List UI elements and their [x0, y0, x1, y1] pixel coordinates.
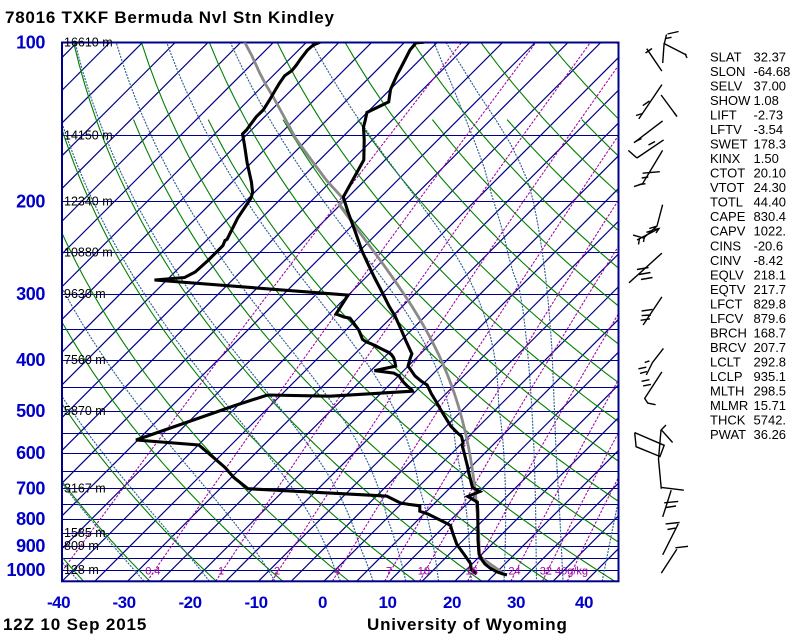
svg-text:298.5: 298.5	[754, 384, 787, 399]
svg-text:24.30: 24.30	[754, 180, 787, 195]
svg-text:16: 16	[465, 566, 477, 578]
svg-text:-8.42: -8.42	[754, 253, 784, 268]
svg-text:KINX: KINX	[710, 151, 741, 166]
svg-text:1022.: 1022.	[754, 224, 787, 239]
svg-text:0.4: 0.4	[145, 566, 160, 578]
svg-text:10880 m: 10880 m	[64, 245, 113, 259]
svg-text:5742.: 5742.	[754, 413, 787, 428]
svg-text:935.1: 935.1	[754, 369, 787, 384]
svg-text:CAPE: CAPE	[710, 209, 746, 224]
svg-text:1.08: 1.08	[754, 93, 779, 108]
svg-text:1000: 1000	[7, 560, 46, 580]
svg-text:78016 TXKF Bermuda Nvl Stn Kin: 78016 TXKF Bermuda Nvl Stn Kindley	[5, 8, 335, 27]
svg-text:100: 100	[16, 33, 45, 53]
svg-text:LFCV: LFCV	[710, 311, 744, 326]
svg-text:32: 32	[540, 566, 552, 578]
svg-text:1.50: 1.50	[754, 151, 779, 166]
svg-text:36.26: 36.26	[754, 427, 787, 442]
svg-text:BRCV: BRCV	[710, 340, 746, 355]
svg-text:300: 300	[16, 284, 45, 304]
svg-text:1585 m: 1585 m	[64, 526, 106, 540]
svg-text:207.7: 207.7	[754, 340, 787, 355]
svg-text:-10: -10	[244, 593, 267, 612]
svg-text:200: 200	[16, 191, 45, 211]
svg-text:BRCH: BRCH	[710, 325, 747, 340]
svg-text:4: 4	[334, 566, 340, 578]
svg-text:CINS: CINS	[710, 238, 741, 253]
svg-text:37.00: 37.00	[754, 79, 787, 94]
svg-text:PWAT: PWAT	[710, 427, 746, 442]
svg-text:879.6: 879.6	[754, 311, 787, 326]
svg-text:400: 400	[16, 350, 45, 370]
svg-text:900: 900	[16, 536, 45, 556]
svg-text:809 m: 809 m	[64, 539, 99, 553]
svg-text:University of Wyoming: University of Wyoming	[367, 615, 568, 634]
svg-text:EQTV: EQTV	[710, 282, 746, 297]
svg-text:217.7: 217.7	[754, 282, 787, 297]
svg-text:168.7: 168.7	[754, 325, 787, 340]
svg-text:829.8: 829.8	[754, 296, 787, 311]
svg-text:800: 800	[16, 509, 45, 529]
svg-text:500: 500	[16, 401, 45, 421]
svg-text:12Z 10 Sep 2015: 12Z 10 Sep 2015	[3, 615, 147, 634]
svg-text:40: 40	[575, 593, 593, 612]
svg-text:SELV: SELV	[710, 79, 743, 94]
svg-text:SLAT: SLAT	[710, 50, 742, 65]
svg-text:128 m: 128 m	[64, 563, 99, 577]
svg-text:0: 0	[318, 593, 327, 612]
svg-text:10: 10	[379, 593, 397, 612]
svg-text:EQLV: EQLV	[710, 267, 744, 282]
svg-text:12340 m: 12340 m	[64, 194, 113, 208]
svg-text:LCLP: LCLP	[710, 369, 743, 384]
svg-text:30: 30	[507, 593, 525, 612]
svg-text:44.40: 44.40	[754, 195, 787, 210]
svg-text:THCK: THCK	[710, 413, 746, 428]
svg-text:CINV: CINV	[710, 253, 741, 268]
svg-text:MLMR: MLMR	[710, 398, 748, 413]
svg-text:-64.68: -64.68	[754, 64, 791, 79]
svg-text:600: 600	[16, 443, 45, 463]
svg-text:-20.6: -20.6	[754, 238, 784, 253]
svg-text:7: 7	[386, 566, 392, 578]
svg-text:TOTL: TOTL	[710, 195, 743, 210]
svg-text:1: 1	[218, 566, 224, 578]
svg-text:20.10: 20.10	[754, 166, 787, 181]
svg-text:-30: -30	[112, 593, 135, 612]
svg-text:178.3: 178.3	[754, 137, 787, 152]
svg-text:292.8: 292.8	[754, 354, 787, 369]
svg-text:CTOT: CTOT	[710, 166, 745, 181]
svg-text:-3.54: -3.54	[754, 122, 784, 137]
svg-text:CAPV: CAPV	[710, 224, 746, 239]
svg-text:218.1: 218.1	[754, 267, 787, 282]
svg-text:-2.73: -2.73	[754, 108, 784, 123]
svg-text:32.37: 32.37	[754, 50, 787, 65]
svg-text:40g/kg: 40g/kg	[555, 566, 588, 578]
svg-text:2: 2	[274, 566, 280, 578]
svg-text:LCLT: LCLT	[710, 354, 741, 369]
svg-text:SHOW: SHOW	[710, 93, 751, 108]
svg-text:16610 m: 16610 m	[64, 36, 113, 50]
svg-text:20: 20	[443, 593, 461, 612]
svg-text:14150 m: 14150 m	[64, 128, 113, 142]
svg-text:LFTV: LFTV	[710, 122, 742, 137]
svg-text:VTOT: VTOT	[710, 180, 744, 195]
svg-text:SLON: SLON	[710, 64, 745, 79]
svg-text:10: 10	[418, 566, 430, 578]
svg-text:-20: -20	[178, 593, 201, 612]
svg-text:7560 m: 7560 m	[64, 353, 106, 367]
svg-text:5870 m: 5870 m	[64, 404, 106, 418]
svg-text:9630 m: 9630 m	[64, 287, 106, 301]
svg-text:MLTH: MLTH	[710, 384, 744, 399]
svg-text:15.71: 15.71	[754, 398, 787, 413]
svg-text:-40: -40	[47, 593, 70, 612]
svg-text:SWET: SWET	[710, 137, 748, 152]
svg-text:700: 700	[16, 478, 45, 498]
svg-text:LFCT: LFCT	[710, 296, 743, 311]
svg-text:LIFT: LIFT	[710, 108, 737, 123]
svg-text:24: 24	[508, 566, 520, 578]
svg-text:830.4: 830.4	[754, 209, 787, 224]
svg-text:3167 m: 3167 m	[64, 481, 106, 495]
